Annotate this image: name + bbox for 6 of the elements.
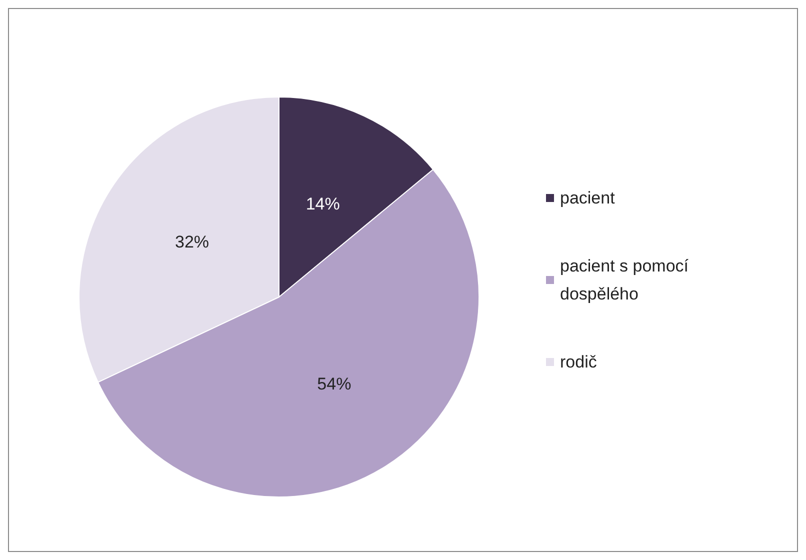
data-label: 32% bbox=[175, 232, 210, 252]
legend-label: pacient s pomocí dospělého bbox=[560, 256, 694, 304]
data-label: 14% bbox=[306, 194, 340, 214]
legend-label: pacient bbox=[560, 188, 616, 208]
data-label: 54% bbox=[317, 374, 352, 394]
legend-label: rodič bbox=[560, 352, 598, 372]
